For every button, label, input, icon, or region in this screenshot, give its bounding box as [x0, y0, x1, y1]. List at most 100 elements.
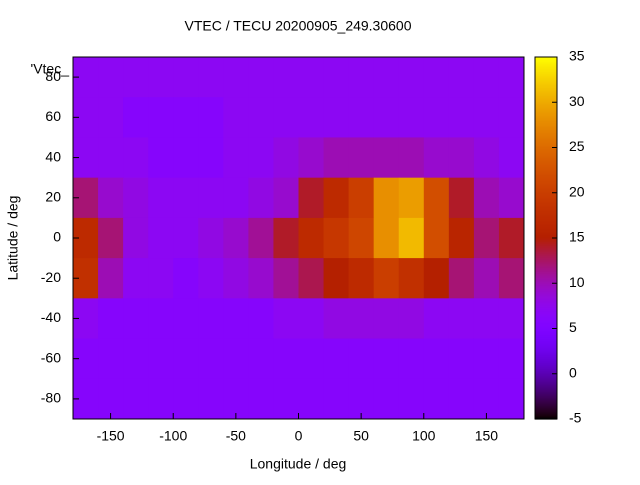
heatmap-cell: [473, 57, 500, 98]
heatmap-cell: [123, 177, 149, 219]
colorbar-tick-label: 15: [569, 229, 585, 245]
heatmap-cell: [498, 177, 525, 219]
heatmap-cell: [98, 177, 124, 219]
heatmap-cell: [298, 378, 325, 420]
colorbar-strip: [535, 153, 557, 156]
heatmap-cell: [223, 258, 249, 299]
colorbar-strip: [535, 65, 557, 68]
colorbar-strip: [535, 295, 557, 298]
colorbar-strip: [535, 199, 557, 202]
heatmap-cell: [498, 338, 525, 380]
y-tick-label: -20: [41, 269, 61, 285]
colorbar-strip: [535, 85, 557, 88]
colorbar-strip: [535, 183, 557, 186]
heatmap-cell: [348, 217, 375, 259]
heatmap-cell: [173, 177, 199, 219]
y-tick-label: -60: [41, 349, 61, 365]
heatmap-cell: [273, 57, 299, 98]
heatmap-cell: [348, 378, 375, 420]
colorbar-strip: [535, 319, 557, 322]
colorbar-strip: [535, 299, 557, 302]
colorbar-strip: [535, 239, 557, 242]
colorbar-strip: [535, 213, 557, 216]
colorbar-strip: [535, 161, 557, 164]
heatmap-cell: [198, 298, 224, 340]
heatmap-cell: [448, 97, 475, 138]
heatmap-cell: [223, 298, 249, 340]
colorbar-strip: [535, 75, 557, 78]
colorbar-strip: [535, 87, 557, 90]
heatmap-cell: [123, 137, 149, 179]
x-tick-label: 50: [353, 428, 369, 444]
colorbar-strip: [535, 147, 557, 150]
colorbar-strip: [535, 229, 557, 232]
heatmap-cell: [473, 137, 500, 179]
colorbar-strip: [535, 349, 557, 352]
colorbar-strip: [535, 313, 557, 316]
heatmap-cell: [273, 258, 299, 299]
heatmap-cell: [398, 97, 425, 138]
colorbar-strip: [535, 351, 557, 354]
colorbar-strip: [535, 293, 557, 296]
heatmap-cell: [223, 338, 249, 380]
heatmap-cell: [348, 137, 375, 179]
colorbar-strip: [535, 375, 557, 378]
heatmap-cell: [423, 57, 450, 98]
heatmap-cell: [423, 338, 450, 380]
heatmap-cell: [198, 57, 224, 98]
colorbar-strip: [535, 325, 557, 328]
heatmap-cell: [348, 97, 375, 138]
heatmap-cell: [473, 97, 500, 138]
colorbar-strip: [535, 297, 557, 300]
heatmap-cell: [448, 217, 475, 259]
heatmap-cell: [373, 298, 400, 340]
colorbar-strip: [535, 191, 557, 194]
heatmap-cell: [498, 137, 525, 179]
x-tick-label: 100: [412, 428, 436, 444]
colorbar-strip: [535, 99, 557, 102]
colorbar-strip: [535, 373, 557, 376]
x-tick-label: -50: [226, 428, 246, 444]
colorbar-strip: [535, 175, 557, 178]
colorbar-tick-label: -5: [569, 410, 582, 426]
colorbar-strip: [535, 413, 557, 416]
colorbar-strip: [535, 377, 557, 380]
heatmap-cell: [198, 177, 224, 219]
colorbar-strip: [535, 83, 557, 86]
colorbar-strip: [535, 387, 557, 390]
heatmap-cell: [448, 338, 475, 380]
colorbar-strip: [535, 247, 557, 250]
colorbar-strip: [535, 415, 557, 418]
heatmap-cell: [348, 338, 375, 380]
colorbar-strip: [535, 303, 557, 306]
colorbar-strip: [535, 367, 557, 370]
colorbar-strip: [535, 289, 557, 292]
heatmap-cell: [473, 298, 500, 340]
x-tick-label: 150: [475, 428, 499, 444]
colorbar-strip: [535, 307, 557, 310]
x-tick-label: -150: [97, 428, 125, 444]
heatmap-cell: [298, 177, 325, 219]
heatmap-cell: [223, 177, 249, 219]
colorbar-strip: [535, 255, 557, 258]
heatmap-cell: [223, 57, 249, 98]
colorbar-strip: [535, 271, 557, 274]
colorbar-strip: [535, 301, 557, 304]
heatmap-cell: [123, 378, 149, 420]
colorbar-strip: [535, 109, 557, 112]
heatmap-cell: [173, 97, 199, 138]
colorbar-strip: [535, 219, 557, 222]
colorbar-strip: [535, 407, 557, 410]
colorbar-tick-label: 35: [569, 48, 585, 64]
colorbar-strip: [535, 173, 557, 176]
heatmap-cell: [123, 217, 149, 259]
colorbar-strip: [535, 223, 557, 226]
colorbar-strip: [535, 311, 557, 314]
colorbar-strip: [535, 235, 557, 238]
colorbar-strip: [535, 163, 557, 166]
colorbar-strip: [535, 63, 557, 66]
y-tick-label: 80: [45, 68, 61, 84]
key-label: 'Vtec_: [31, 61, 70, 77]
colorbar-strip: [535, 279, 557, 282]
colorbar-strip: [535, 341, 557, 344]
